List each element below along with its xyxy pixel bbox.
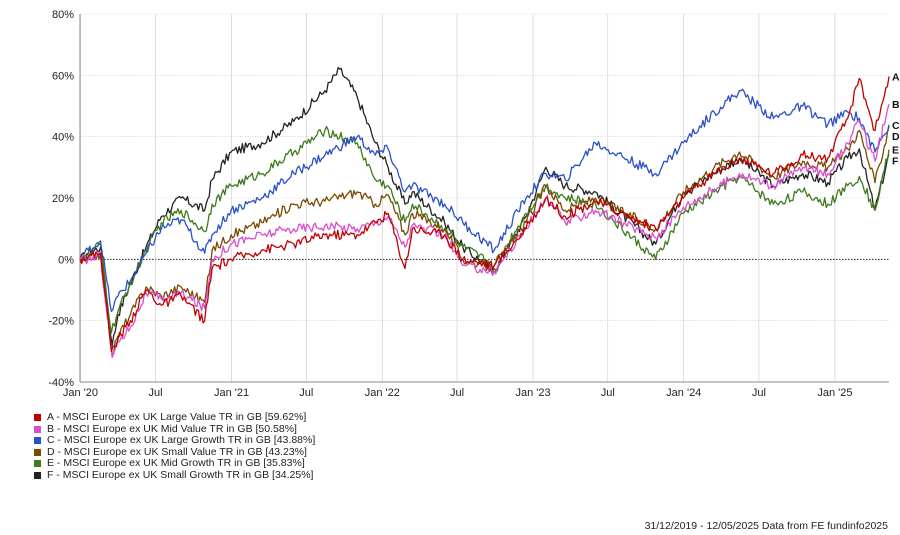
series-end-label-b: B	[892, 99, 900, 111]
x-tick-label: Jul	[149, 387, 163, 399]
y-tick-label: -20%	[48, 316, 74, 328]
series-line-c	[79, 88, 890, 313]
x-tick-label: Jan '22	[365, 387, 400, 399]
series-line-f	[79, 66, 890, 346]
legend-item: B - MSCI Europe ex UK Mid Value TR in GB…	[34, 422, 315, 436]
series-end-label-f: F	[892, 155, 899, 167]
legend-swatch	[34, 448, 41, 456]
legend-swatch	[34, 437, 41, 445]
legend-item: A - MSCI Europe ex UK Large Value TR in …	[34, 411, 315, 424]
series-line-a	[79, 76, 890, 352]
x-tick-label: Jan '25	[817, 387, 852, 399]
series-end-label-d: D	[892, 131, 900, 143]
legend-label: F - MSCI Europe ex UK Small Growth TR in…	[47, 468, 314, 481]
legend-label: A - MSCI Europe ex UK Large Value TR in …	[47, 411, 307, 423]
legend-swatch	[34, 414, 41, 422]
x-tick-label: Jan '21	[214, 387, 249, 399]
x-tick-label: Jan '20	[63, 387, 98, 399]
x-tick-label: Jul	[299, 387, 313, 399]
legend-label: B - MSCI Europe ex UK Mid Value TR in GB…	[47, 422, 297, 435]
legend-label: D - MSCI Europe ex UK Small Value TR in …	[47, 445, 307, 458]
axes: 80% 60% 40% 20% 0% -20% -40%Jan '20 Jul Jan '21 J…	[48, 9, 889, 399]
legend-item: E - MSCI Europe ex UK Mid Growth TR in G…	[34, 457, 315, 470]
line-chart: 80% 60% 40% 20% 0% -20% -40%Jan '20 Jul Jan '21 J…	[48, 9, 900, 399]
series-line-e	[79, 125, 890, 334]
y-tick-label: 80%	[52, 9, 74, 21]
x-tick-label: Jul	[450, 387, 464, 399]
grid-lines	[80, 13, 889, 383]
x-tick-label: Jul	[752, 387, 766, 399]
y-tick-label: 60%	[52, 70, 74, 82]
y-tick-label: 40%	[52, 132, 74, 144]
y-tick-label: 0%	[58, 254, 74, 266]
legend-swatch	[34, 460, 41, 468]
legend-label: C - MSCI Europe ex UK Large Growth TR in…	[47, 434, 316, 446]
legend-item: C - MSCI Europe ex UK Large Growth TR in…	[34, 434, 316, 447]
y-tick-label: 20%	[52, 193, 74, 205]
legend-item: D - MSCI Europe ex UK Small Value TR in …	[34, 445, 315, 459]
x-tick-label: Jan '24	[666, 387, 701, 399]
legend-label: E - MSCI Europe ex UK Mid Growth TR in G…	[47, 457, 305, 469]
footer-date-range: 31/12/2019 - 12/05/2025 Data from FE fun…	[644, 520, 888, 532]
y-tick-label: -40%	[48, 377, 74, 389]
series-end-label-a: A	[892, 71, 900, 83]
series-lines	[79, 66, 890, 359]
legend-swatch	[34, 471, 41, 479]
legend-swatch	[34, 425, 41, 433]
x-tick-label: Jan '23	[515, 387, 550, 399]
series-end-label-c: C	[892, 120, 900, 132]
legend-item: F - MSCI Europe ex UK Small Growth TR in…	[34, 468, 315, 482]
x-tick-label: Jul	[601, 387, 615, 399]
series-line-b	[79, 104, 890, 359]
legend: A - MSCI Europe ex UK Large Value TR in …	[34, 411, 316, 482]
series-end-label-e: E	[892, 144, 899, 156]
